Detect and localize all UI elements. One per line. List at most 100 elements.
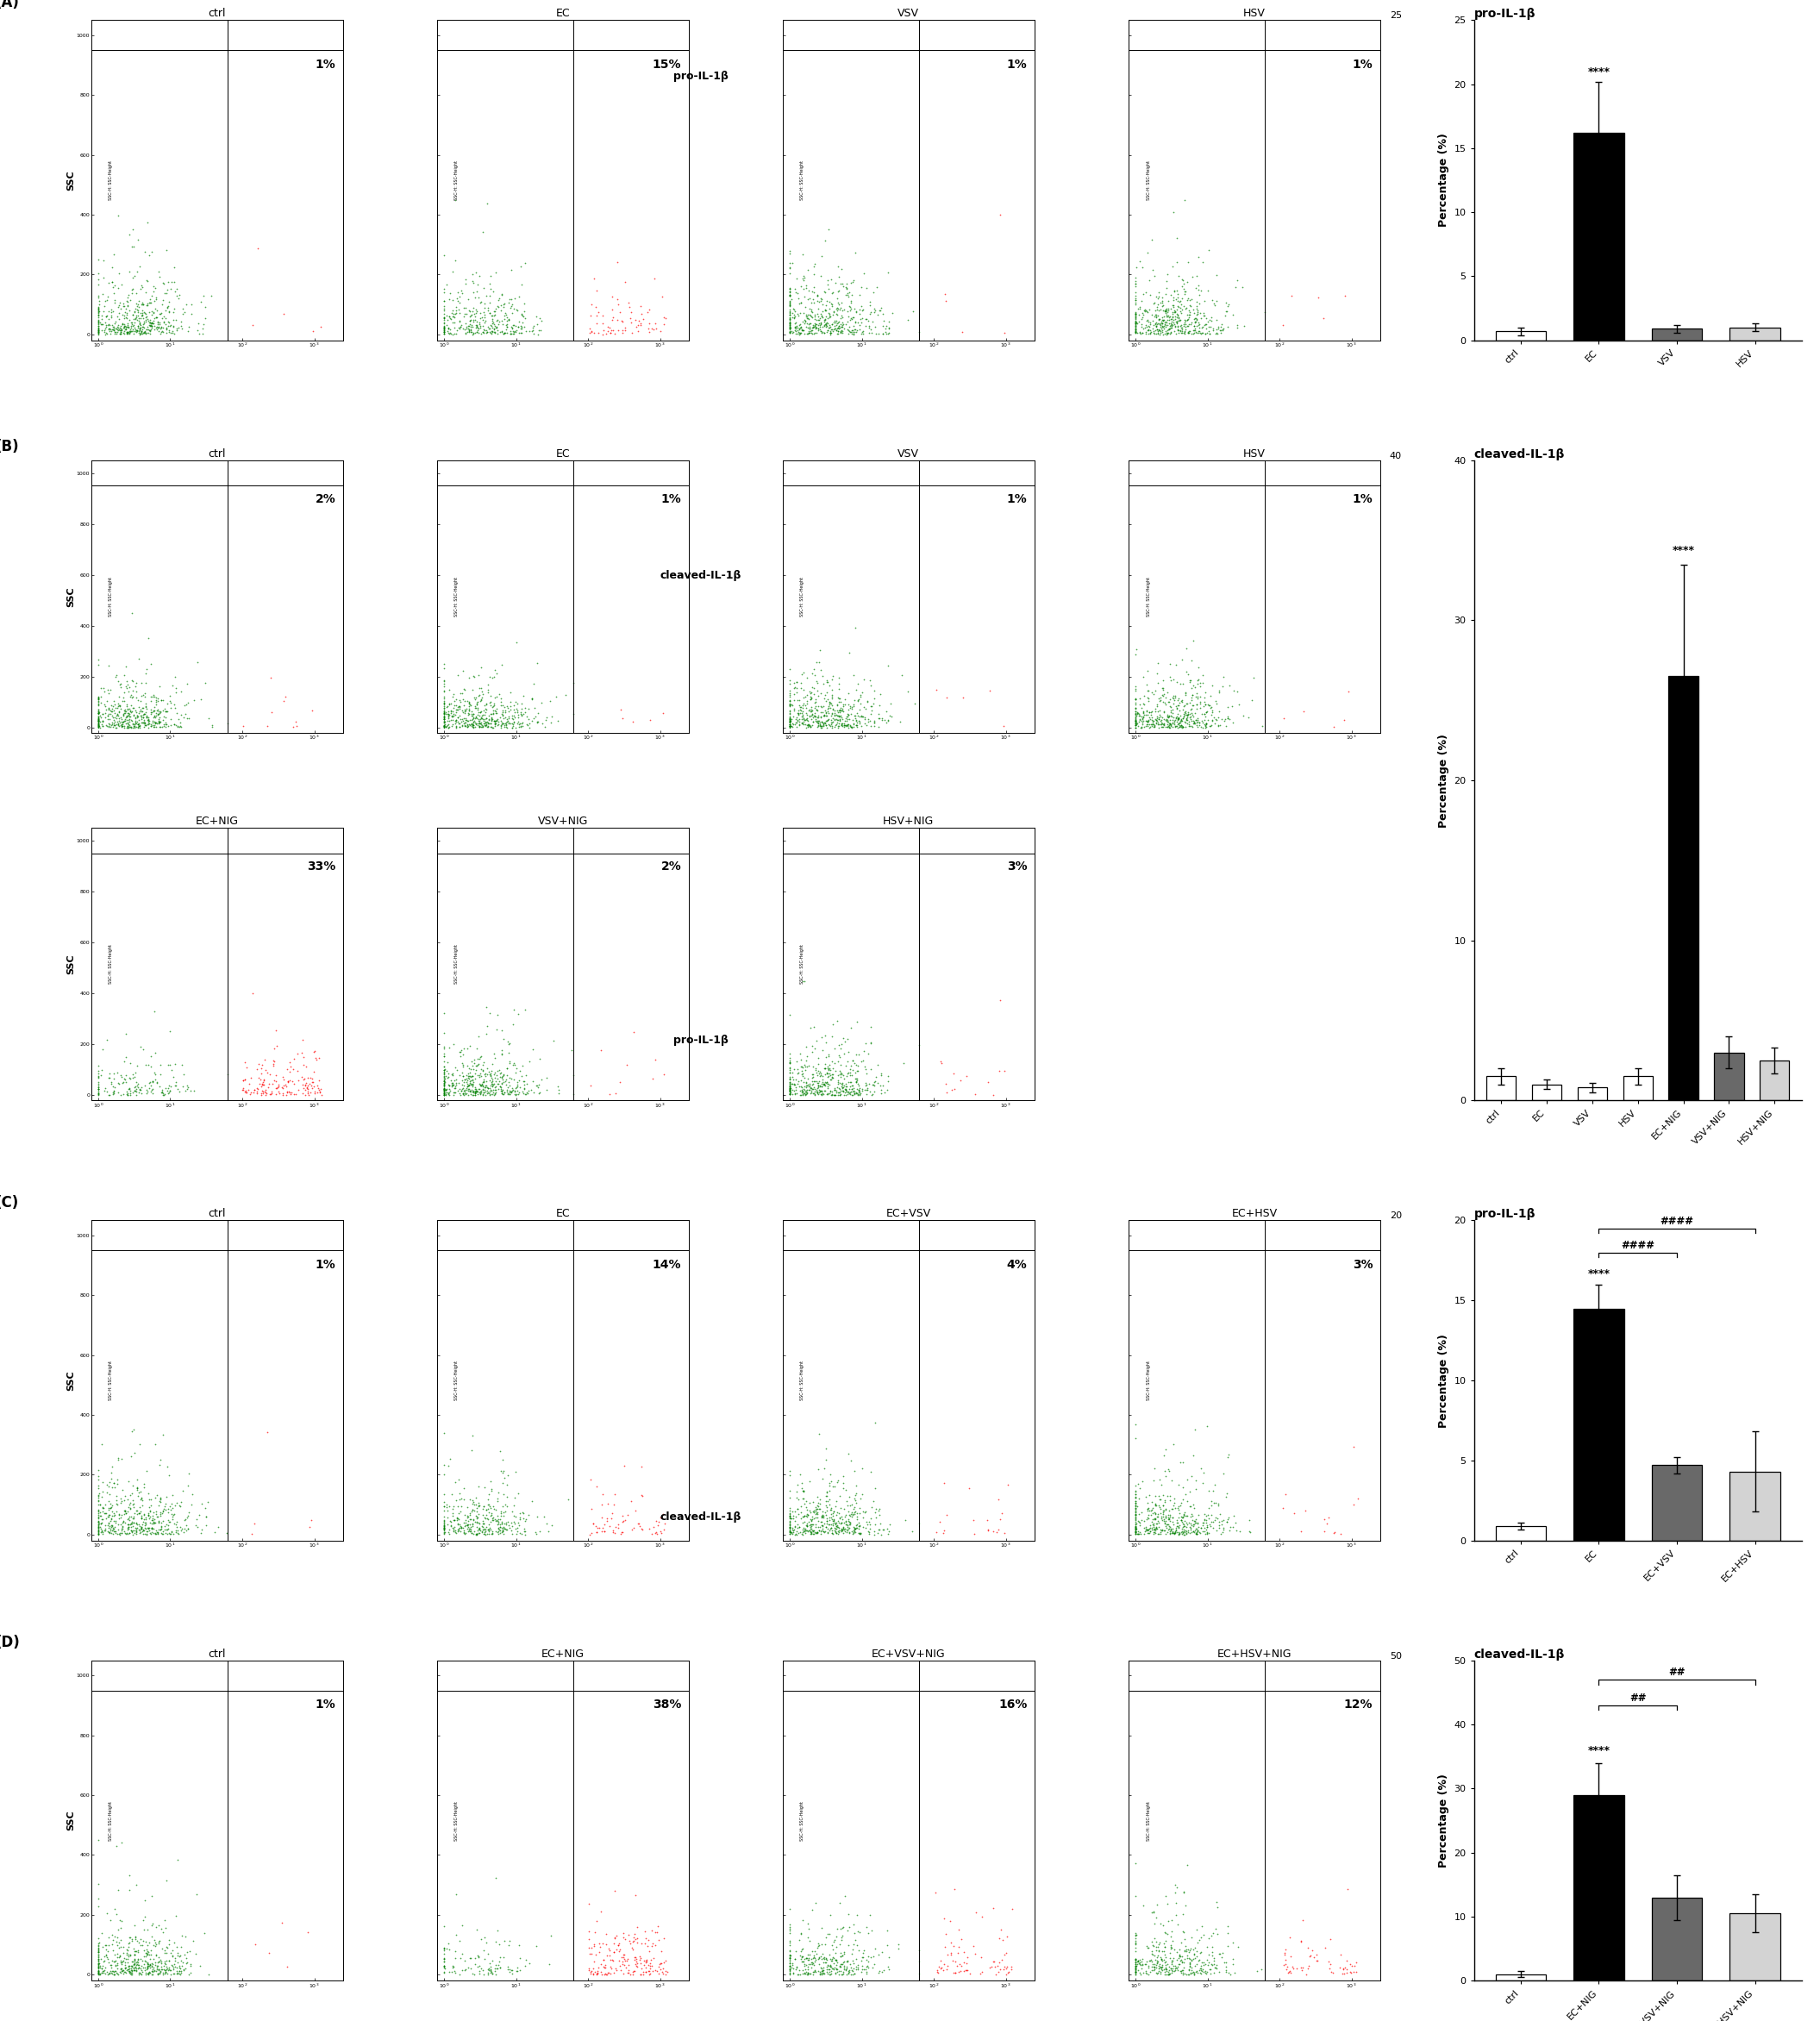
Point (135, 1498, 164, 1530)
Point (806, 240, 835, 273)
Point (118, 675, 147, 707)
Point (803, 709, 832, 742)
Point (843, 313, 872, 346)
Point (1181, 1473, 1210, 1506)
Point (859, 687, 888, 719)
Point (84, 1948, 113, 1981)
Point (1178, 709, 1207, 742)
Point (874, 305, 903, 338)
Point (258, 1067, 288, 1099)
Point (1170, 303, 1199, 335)
Point (810, 305, 839, 338)
Point (471, 1017, 501, 1049)
Point (592, 1958, 621, 1991)
Point (826, 707, 855, 740)
Point (1152, 703, 1181, 736)
Point (111, 309, 140, 342)
Point (1143, 1948, 1172, 1981)
Text: SSC-H: SSC-Height: SSC-H: SSC-Height (455, 160, 459, 200)
Point (464, 311, 493, 344)
Point (84, 1479, 113, 1512)
Point (1281, 1952, 1310, 1985)
Point (113, 709, 142, 742)
Point (248, 1077, 277, 1110)
Point (510, 1516, 539, 1548)
Point (116, 1079, 146, 1112)
Point (1130, 699, 1159, 732)
Point (116, 1514, 146, 1546)
Point (471, 1514, 501, 1546)
Point (1165, 711, 1194, 744)
Point (120, 1922, 149, 1954)
Point (1128, 661, 1158, 693)
Point (870, 1954, 899, 1987)
Point (107, 1512, 136, 1544)
Point (814, 707, 843, 740)
Point (826, 291, 855, 323)
Point (826, 1912, 855, 1944)
Point (1141, 299, 1170, 331)
Point (430, 1073, 459, 1105)
Point (1194, 689, 1223, 721)
Point (808, 1942, 837, 1975)
Point (484, 1506, 513, 1538)
Point (606, 1518, 635, 1550)
Point (519, 1075, 548, 1108)
Point (775, 1942, 804, 1975)
Point (131, 1936, 160, 1968)
Point (151, 695, 180, 728)
Point (1167, 685, 1196, 717)
Point (113, 299, 142, 331)
Point (466, 651, 495, 683)
Point (794, 1958, 823, 1991)
Point (98, 695, 127, 728)
Point (95, 1956, 124, 1989)
Point (1156, 1485, 1185, 1518)
Point (490, 317, 519, 350)
Point (104, 311, 133, 344)
Point (439, 301, 468, 333)
Point (1147, 315, 1176, 348)
Point (824, 309, 854, 342)
Point (792, 1508, 821, 1540)
Point (95, 1079, 124, 1112)
Point (466, 1075, 495, 1108)
Point (839, 1512, 868, 1544)
Point (775, 317, 804, 350)
Point (462, 1053, 491, 1085)
Point (792, 1075, 821, 1108)
Point (490, 1510, 519, 1542)
Point (819, 1061, 848, 1093)
Point (792, 301, 821, 333)
Point (482, 1958, 511, 1991)
Point (797, 1069, 826, 1101)
Point (102, 1948, 131, 1981)
Point (828, 707, 857, 740)
Point (144, 683, 173, 715)
Point (792, 1956, 821, 1989)
Point (1141, 307, 1170, 340)
Point (779, 677, 808, 709)
Point (824, 1079, 854, 1112)
Point (1121, 311, 1150, 344)
Point (1270, 1934, 1299, 1966)
Point (786, 667, 815, 699)
Point (462, 315, 491, 348)
Point (794, 1950, 823, 1983)
Point (992, 1936, 1021, 1968)
Point (990, 1518, 1019, 1550)
Point (794, 685, 823, 717)
Point (1170, 1922, 1199, 1954)
Point (84, 315, 113, 348)
Point (824, 1465, 854, 1498)
Bar (1669, 677, 1698, 1099)
Point (430, 273, 459, 305)
Point (1121, 1481, 1150, 1514)
Point (1183, 689, 1212, 721)
Point (490, 1518, 519, 1550)
Point (843, 673, 872, 705)
Point (95, 1510, 124, 1542)
Point (1152, 711, 1181, 744)
Point (109, 295, 138, 327)
Point (430, 1485, 459, 1518)
